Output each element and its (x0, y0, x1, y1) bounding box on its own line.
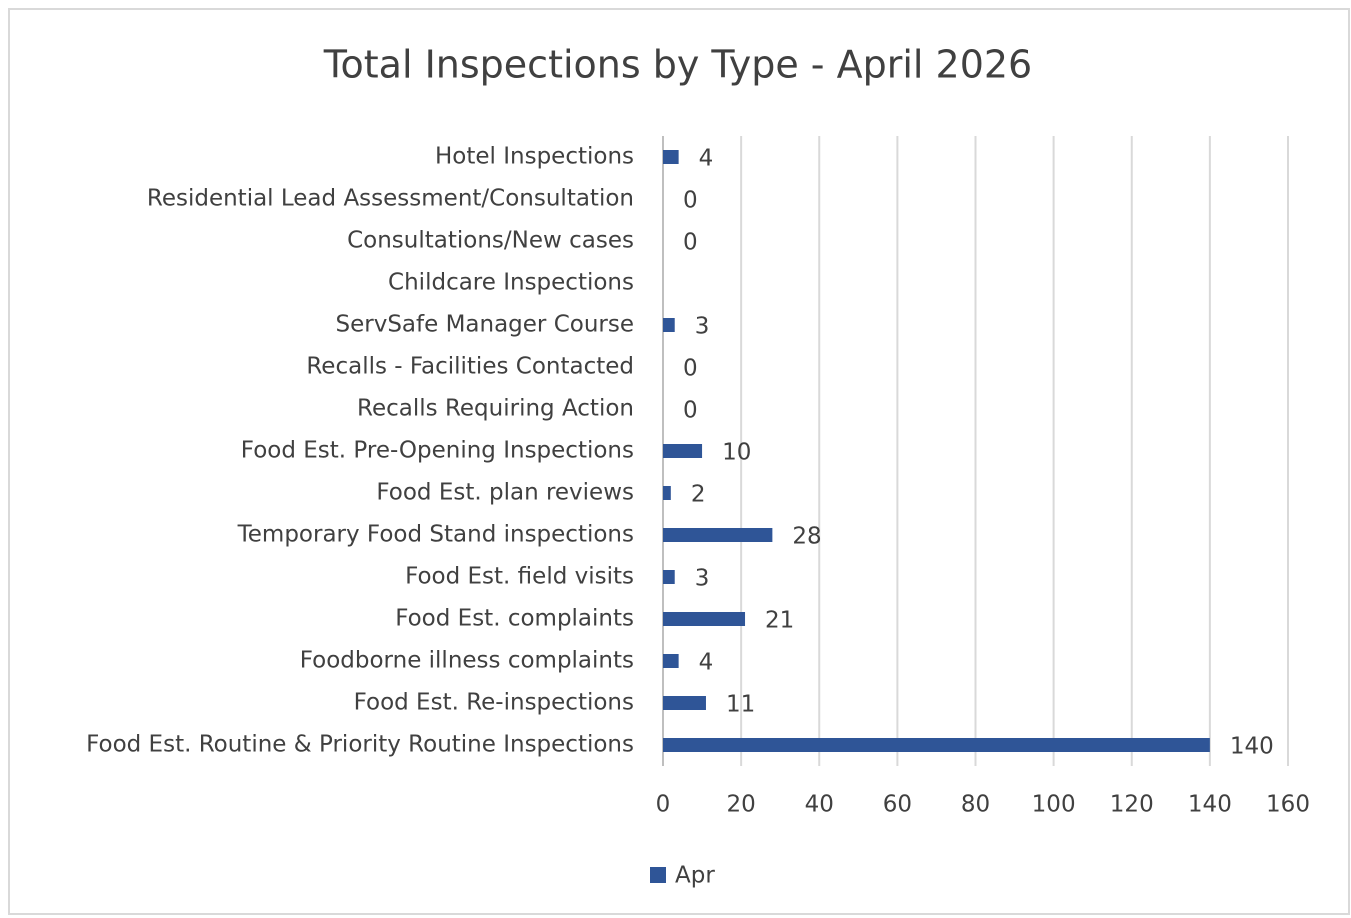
value-label: 0 (683, 188, 698, 214)
x-tick-label: 160 (1266, 792, 1310, 818)
y-tick-label: Food Est. plan reviews (376, 480, 634, 506)
y-tick-label: Foodborne illness complaints (300, 648, 634, 674)
legend-swatch (650, 867, 666, 883)
bar (663, 528, 773, 542)
x-tick-label: 40 (805, 792, 834, 818)
bar (663, 612, 746, 626)
y-tick-label: Residential Lead Assessment/Consultation (147, 186, 634, 212)
x-tick-label: 80 (961, 792, 990, 818)
value-label: 2 (691, 482, 706, 508)
legend-label: Apr (675, 863, 715, 889)
y-tick-label: Childcare Inspections (388, 270, 634, 296)
bar (663, 696, 706, 710)
x-tick-label: 20 (726, 792, 755, 818)
value-label: 21 (765, 608, 794, 634)
bar (663, 570, 675, 584)
bar (663, 738, 1210, 752)
bar (663, 150, 679, 164)
y-tick-label: Consultations/New cases (347, 228, 634, 254)
bar (663, 486, 671, 500)
y-tick-label: Food Est. Routine & Priority Routine Ins… (86, 732, 634, 758)
y-tick-label: Food Est. Pre-Opening Inspections (241, 438, 634, 464)
bar (663, 654, 679, 668)
chart-title: Total Inspections by Type - April 2026 (323, 43, 1032, 87)
x-tick-label: 0 (656, 792, 671, 818)
x-tick-label: 60 (883, 792, 912, 818)
value-label: 11 (726, 692, 755, 718)
chart-border (8, 8, 1350, 915)
value-label: 10 (722, 440, 751, 466)
value-label: 3 (695, 314, 710, 340)
y-tick-label: Food Est. Re-inspections (354, 690, 634, 716)
value-label: 0 (683, 398, 698, 424)
value-label: 0 (683, 230, 698, 256)
y-tick-label: Food Est. field visits (405, 564, 634, 590)
value-label: 3 (695, 566, 710, 592)
x-tick-label: 140 (1188, 792, 1232, 818)
y-tick-label: Temporary Food Stand inspections (237, 522, 634, 548)
bar (663, 444, 703, 458)
value-label: 28 (792, 524, 821, 550)
y-tick-label: ServSafe Manager Course (336, 312, 635, 338)
value-label: 4 (699, 650, 714, 676)
x-tick-label: 120 (1110, 792, 1154, 818)
value-label: 0 (683, 356, 698, 382)
x-tick-label: 100 (1032, 792, 1076, 818)
y-tick-label: Recalls Requiring Action (357, 396, 634, 422)
bar (663, 318, 675, 332)
y-tick-label: Hotel Inspections (435, 144, 634, 170)
value-label: 4 (699, 146, 714, 172)
y-tick-label: Food Est. complaints (395, 606, 634, 632)
value-label: 140 (1230, 734, 1274, 760)
y-tick-label: Recalls - Facilities Contacted (306, 354, 634, 380)
